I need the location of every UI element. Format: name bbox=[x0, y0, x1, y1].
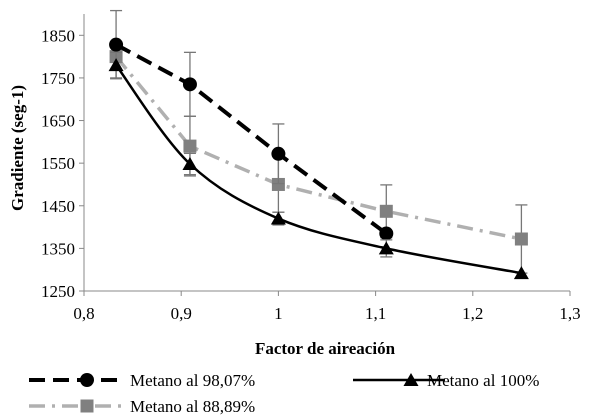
legend-label: Metano al 98,07% bbox=[130, 371, 255, 390]
data-point bbox=[513, 266, 529, 280]
y-tick-label: 1550 bbox=[41, 154, 75, 173]
data-point bbox=[108, 58, 124, 72]
data-point bbox=[109, 37, 124, 52]
y-tick-label: 1650 bbox=[41, 112, 75, 131]
legend-marker bbox=[80, 373, 94, 387]
legend-marker bbox=[80, 399, 94, 413]
y-tick-label: 1850 bbox=[41, 26, 75, 45]
data-point bbox=[182, 157, 198, 171]
legend-item-1: Metano al 100% bbox=[353, 371, 539, 390]
data-point bbox=[271, 177, 285, 191]
y-axis-title: Gradiente (seg-1) bbox=[8, 85, 27, 211]
legend-label: Metano al 88,89% bbox=[130, 397, 255, 415]
legend-label: Metano al 100% bbox=[427, 371, 539, 390]
x-tick-label: 0,9 bbox=[171, 304, 192, 323]
x-tick-label: 1,1 bbox=[365, 304, 386, 323]
series-1 bbox=[108, 51, 529, 280]
data-point bbox=[183, 139, 197, 153]
legend-item-2: Metano al 88,89% bbox=[29, 397, 255, 415]
data-point bbox=[270, 211, 286, 225]
x-axis-title: Factor de aireación bbox=[255, 339, 396, 358]
y-tick-label: 1250 bbox=[41, 282, 75, 301]
x-tick-label: 1,3 bbox=[559, 304, 580, 323]
data-point bbox=[182, 77, 197, 92]
data-point bbox=[271, 146, 286, 161]
series-line bbox=[114, 55, 522, 241]
x-tick-label: 1,2 bbox=[462, 304, 483, 323]
y-tick-label: 1350 bbox=[41, 239, 75, 258]
data-point bbox=[379, 204, 393, 218]
series-line bbox=[115, 64, 522, 275]
legend-marker bbox=[403, 373, 419, 386]
y-tick-label: 1450 bbox=[41, 197, 75, 216]
y-tick-label: 1750 bbox=[41, 69, 75, 88]
x-tick-label: 0,8 bbox=[73, 304, 94, 323]
data-point bbox=[378, 241, 394, 255]
series-2 bbox=[109, 50, 528, 274]
data-point bbox=[514, 232, 528, 246]
data-point bbox=[379, 226, 394, 241]
legend-item-0: Metano al 98,07% bbox=[29, 371, 255, 390]
series-0 bbox=[109, 9, 394, 241]
x-tick-label: 1 bbox=[274, 304, 283, 323]
